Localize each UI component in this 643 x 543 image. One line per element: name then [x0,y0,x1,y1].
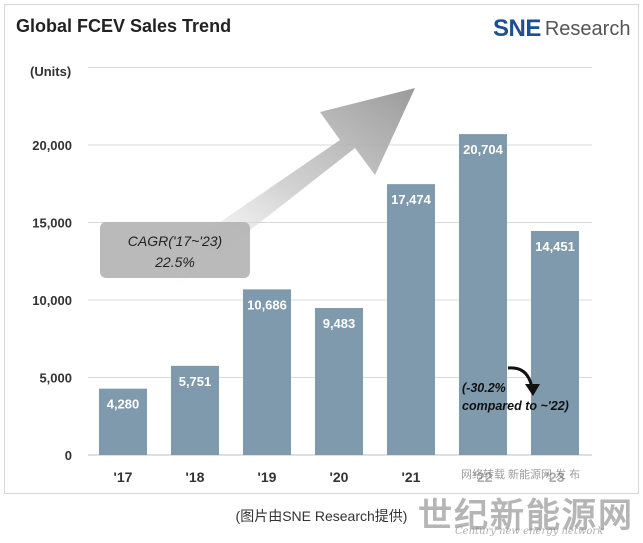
bar-value-label: 10,686 [247,297,287,312]
annotations: CAGR('17~'23) 22.5% (-30.2% compared to ~'2… [100,222,569,413]
bar-value-label: 5,751 [179,374,212,389]
decline-arrowhead [525,384,540,396]
watermark-small: 网络转载 新能源网 发 布 [461,466,581,482]
y-axis-unit-label: (Units) [30,64,72,79]
y-tick-label: 0 [65,448,72,463]
decline-note: compared to ~'22) [462,399,569,413]
cagr-label: CAGR('17~'23) [128,233,222,249]
bar [171,365,219,455]
bar [243,289,291,455]
logo-sne-text: SNE [493,15,541,42]
y-tick-label: 20,000 [32,138,72,153]
bar [459,134,507,455]
x-tick-label: '19 [258,469,277,485]
decline-label: (-30.2% [462,381,506,395]
y-tick-label: 10,000 [32,293,72,308]
y-tick-label: 15,000 [32,216,72,231]
bars: 4,280 5,751 10,686 9,483 17,474 20,704 14,451 [99,134,579,455]
image-caption: (图片由SNE Research提供) [235,508,408,524]
bar-value-label: 17,474 [391,192,432,207]
bar-chart: 4,2805,75110,6869,48317,47420,70414,451 … [32,67,592,485]
cagr-box [100,222,250,278]
cagr-value: 22.5% [154,254,195,270]
bar [315,308,363,455]
bar [531,231,579,455]
x-tick-label: '21 [402,469,421,485]
x-tick-label: '17 [114,469,133,485]
y-tick-label: 5,000 [39,371,72,386]
sne-research-logo: SNE Research [493,14,630,44]
bar-value-label: 20,704 [463,142,504,157]
watermark-subtitle: Century new energy network [455,526,604,537]
bar [99,388,147,455]
bar [387,184,435,455]
watermark-logo: 世纪新能源网 [418,496,634,536]
chart-title: Global FCEV Sales Trend [16,16,232,36]
x-tick-label: '20 [330,469,349,485]
bar-value-label: 14,451 [535,239,575,254]
x-tick-label: '18 [186,469,205,485]
logo-research-text: Research [544,17,631,40]
bar-value-label: 9,483 [323,316,356,331]
bar-value-label: 4,280 [107,397,140,412]
